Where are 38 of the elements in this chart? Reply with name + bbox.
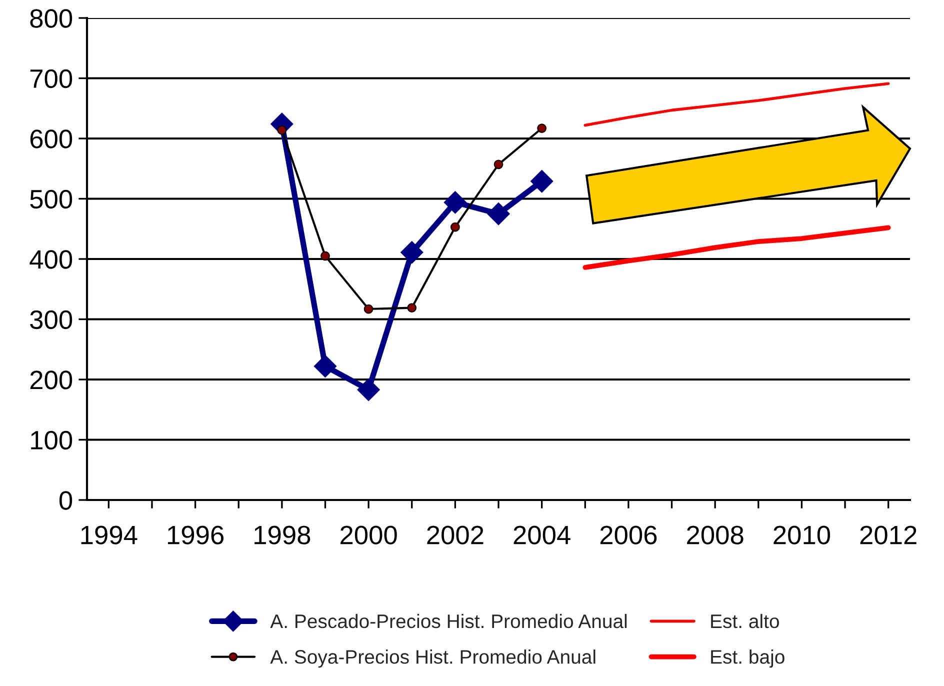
y-tick-label: 700 (30, 69, 72, 88)
y-tick-label: 600 (30, 130, 72, 148)
y-tick-label: 300 (30, 310, 72, 330)
point (494, 160, 504, 170)
x-tick-label: 2000 (340, 526, 397, 544)
point (530, 170, 554, 193)
point (364, 304, 374, 314)
point (444, 191, 467, 214)
point (450, 222, 460, 232)
point (277, 125, 287, 135)
point (400, 241, 424, 264)
x-tick-label: 2002 (427, 526, 484, 544)
line-series (582, 225, 891, 270)
y-tick-label: 400 (30, 250, 72, 269)
x-tick-label: 1994 (81, 526, 138, 544)
x-tick-label: 2012 (860, 526, 916, 544)
y-tick-label: 200 (30, 370, 72, 390)
legend-label: Est. alto (711, 614, 779, 628)
legend-label: Est. bajo (711, 650, 784, 668)
point (537, 124, 546, 133)
x-tick-label: 2006 (600, 526, 657, 544)
point (487, 202, 510, 226)
x-tick-label: 2010 (774, 526, 830, 544)
point (357, 378, 380, 402)
legend-label: A. Soya-Precios Hist. Promedio Anual (270, 650, 596, 668)
y-tick-label: 0 (59, 491, 72, 510)
point (314, 354, 337, 378)
x-tick-label: 2008 (687, 526, 744, 544)
x-tick-label: 1996 (168, 526, 224, 544)
point (407, 303, 417, 312)
y-tick-label: 800 (30, 9, 72, 28)
x-tick-label: 1998 (254, 526, 310, 544)
line-series (584, 82, 890, 127)
legend-label: A. Pescado-Precios Hist. Promedio Anual (270, 614, 627, 628)
y-tick-label: 100 (31, 430, 72, 450)
point (320, 251, 330, 261)
y-tick-label: 500 (30, 190, 72, 209)
x-tick-label: 2004 (514, 526, 570, 544)
